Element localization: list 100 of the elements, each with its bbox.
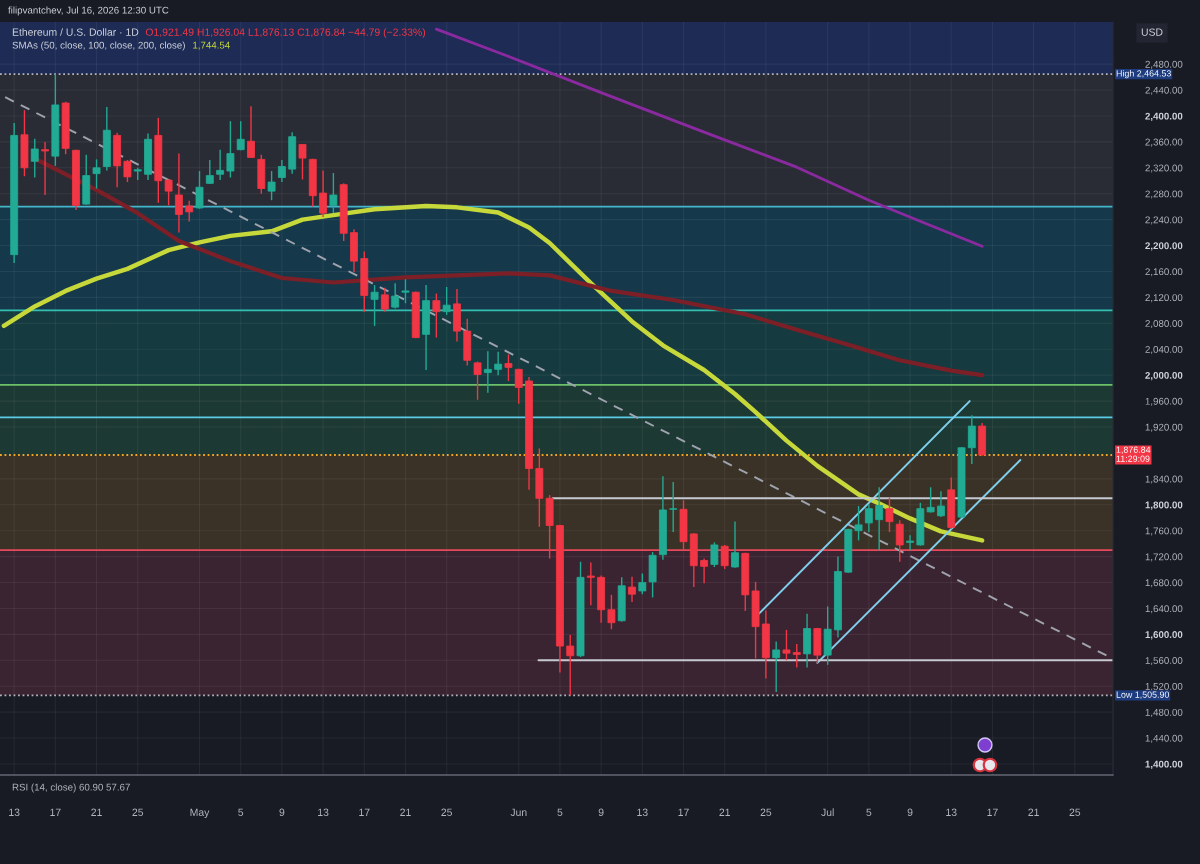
candlestick bbox=[380, 286, 389, 313]
x-tick-label: 9 bbox=[598, 808, 604, 816]
y-tick-label: 1,600.00 bbox=[1145, 631, 1183, 640]
candlestick bbox=[236, 120, 245, 152]
candlestick bbox=[514, 367, 523, 405]
y-tick-label: 2,280.00 bbox=[1145, 190, 1183, 199]
candlestick bbox=[504, 353, 513, 382]
candlestick bbox=[175, 152, 183, 234]
ref-line-label: 1,876.84 11:29:09 bbox=[1116, 446, 1151, 462]
candlestick bbox=[226, 120, 235, 179]
candlestick bbox=[123, 159, 132, 183]
candlestick bbox=[937, 490, 945, 518]
x-tick-label: 9 bbox=[907, 808, 913, 816]
candlestick bbox=[864, 503, 873, 533]
x-tick-label: 13 bbox=[637, 808, 648, 816]
x-tick-label: 17 bbox=[359, 808, 370, 816]
candlestick bbox=[885, 496, 894, 533]
x-tick-label: Jul bbox=[821, 808, 834, 816]
x-tick-label: 21 bbox=[91, 808, 102, 816]
candlestick bbox=[329, 172, 338, 214]
text: filipvantchev, Jul 16, 2026 12:30 UTC bbox=[8, 6, 169, 16]
candlestick bbox=[473, 360, 482, 401]
candlestick bbox=[895, 519, 904, 563]
annotation: 1,744.54 bbox=[193, 41, 230, 50]
x-tick-label: 21 bbox=[400, 808, 411, 816]
y-tick-label: 1,960.00 bbox=[1145, 397, 1183, 406]
candlestick bbox=[906, 534, 914, 551]
x-tick-label: 9 bbox=[279, 808, 285, 816]
y-tick-label: 2,040.00 bbox=[1145, 345, 1183, 355]
line-series bbox=[434, 27, 984, 248]
y-tick-label: 1,640.00 bbox=[1145, 605, 1183, 614]
candlestick bbox=[772, 640, 781, 693]
y-tick-label: 2,320.00 bbox=[1145, 164, 1183, 173]
y-tick-label: 1,760.00 bbox=[1145, 527, 1183, 536]
candlestick bbox=[391, 282, 400, 310]
x-tick-label: 17 bbox=[678, 808, 689, 816]
x-tick-label: 5 bbox=[557, 808, 563, 816]
candlestick bbox=[586, 561, 595, 606]
candlestick bbox=[782, 629, 791, 661]
x-tick-label: 21 bbox=[1028, 808, 1039, 816]
candlestick bbox=[185, 200, 194, 223]
x-tick-label: 25 bbox=[760, 808, 772, 816]
y-tick-label: 2,240.00 bbox=[1145, 216, 1183, 225]
candlestick bbox=[967, 414, 976, 465]
candlestick bbox=[628, 576, 636, 603]
y-tick-label: 1,440.00 bbox=[1145, 734, 1183, 743]
y-tick-label: 2,400.00 bbox=[1145, 112, 1183, 121]
line-series bbox=[1, 203, 985, 543]
y-tick-label: 2,480.00 bbox=[1145, 60, 1183, 69]
candlestick bbox=[566, 634, 575, 697]
candlestick bbox=[669, 481, 678, 533]
x-tick-label: 17 bbox=[987, 808, 998, 816]
x-tick-label: 25 bbox=[132, 808, 144, 816]
x-tick-label: 17 bbox=[50, 808, 61, 816]
ref-line-label: High 2,464.53 bbox=[1116, 70, 1171, 79]
x-tick-label: Jun bbox=[510, 808, 527, 816]
ref-line-label: Low 1,505.90 bbox=[1116, 691, 1170, 699]
y-tick-label: 1,560.00 bbox=[1145, 657, 1183, 666]
y-tick-label: 2,440.00 bbox=[1145, 86, 1183, 95]
y-tick-label: 2,200.00 bbox=[1145, 242, 1183, 251]
y-tick-label: 1,400.00 bbox=[1145, 760, 1183, 770]
y-tick-label: 1,920.00 bbox=[1145, 423, 1183, 432]
y-tick-label: 2,120.00 bbox=[1145, 294, 1183, 303]
x-tick-label: 13 bbox=[9, 808, 20, 816]
candlestick bbox=[319, 169, 328, 218]
y-axis-title: USD bbox=[1141, 28, 1163, 36]
text: SMAs (50, close, 100, close, 200, close) bbox=[12, 41, 185, 51]
annotation: O1,921.49 H1,926.04 L1,876.13 C1,876.84 −44.79 (−2.33%) bbox=[145, 28, 426, 38]
y-tick-label: 1,520.00 bbox=[1145, 682, 1183, 691]
y-tick-label: 2,000.00 bbox=[1145, 371, 1183, 381]
candlestick bbox=[442, 286, 451, 316]
candlestick bbox=[30, 137, 39, 179]
y-tick-label: 1,680.00 bbox=[1145, 579, 1183, 588]
candlestick bbox=[92, 158, 101, 190]
candlestick bbox=[370, 284, 379, 327]
candlestick bbox=[483, 350, 492, 394]
candlestick bbox=[700, 557, 709, 584]
candlestick bbox=[195, 170, 204, 210]
x-tick-label: 13 bbox=[318, 808, 329, 816]
candlestick bbox=[41, 141, 49, 196]
candlestick bbox=[267, 170, 276, 201]
candlestick bbox=[710, 541, 719, 568]
text: RSI (14, close) 60.90 57.67 bbox=[12, 783, 130, 793]
y-tick-label: 2,160.00 bbox=[1145, 268, 1183, 277]
candlestick bbox=[854, 505, 863, 542]
candlestick bbox=[298, 143, 307, 181]
candlestick bbox=[875, 486, 884, 551]
candlestick bbox=[247, 105, 255, 159]
x-tick-label: May bbox=[190, 808, 210, 819]
candlestick bbox=[494, 351, 503, 376]
x-tick-label: 5 bbox=[238, 808, 244, 816]
y-tick-label: 1,480.00 bbox=[1145, 708, 1183, 717]
candlestick bbox=[638, 572, 647, 595]
x-tick-label: 13 bbox=[946, 808, 957, 816]
chart-title: Ethereum / U.S. Dollar · 1D bbox=[12, 28, 139, 36]
y-tick-label: 1,720.00 bbox=[1145, 553, 1183, 562]
x-tick-label: 25 bbox=[441, 808, 453, 816]
x-tick-label: 5 bbox=[866, 808, 872, 816]
candlestick bbox=[731, 520, 739, 569]
y-tick-label: 1,840.00 bbox=[1145, 475, 1183, 484]
